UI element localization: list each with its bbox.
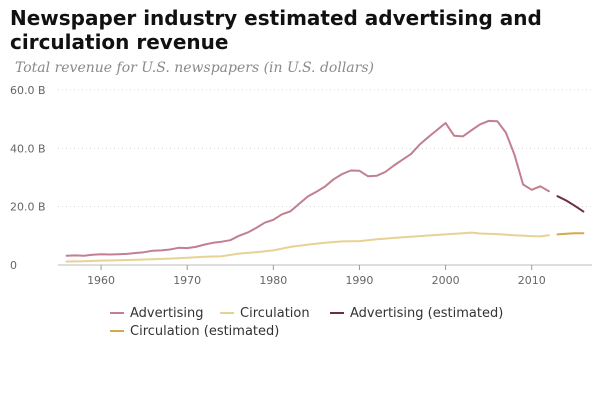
axis-layer: 0 20.0 B 40.0 B 60.0 B 1960 1970 1980 1990 2000 2… bbox=[10, 84, 546, 287]
series-line-advertising-estimated bbox=[556, 195, 585, 213]
grid-layer bbox=[58, 89, 592, 266]
x-tick-label-1: 1970 bbox=[173, 274, 201, 287]
legend-item-advertising: Advertising bbox=[110, 306, 204, 321]
legend-label-circulation: Circulation bbox=[240, 306, 310, 321]
x-tick-label-4: 2000 bbox=[432, 274, 460, 287]
y-tick-label-3: 60.0 B bbox=[10, 84, 46, 97]
legend-item-advertising-estimated: Advertising (estimated) bbox=[330, 306, 503, 321]
x-tick-label-5: 2010 bbox=[518, 274, 546, 287]
legend: Advertising Circulation Advertising (estim… bbox=[110, 306, 503, 339]
chart-title: Newspaper industry estimated advertising… bbox=[10, 6, 542, 54]
y-tick-label-2: 40.0 B bbox=[10, 142, 46, 155]
chart-subtitle: Total revenue for U.S. newspapers (in U.… bbox=[15, 60, 374, 76]
legend-label-advertising-estimated: Advertising (estimated) bbox=[350, 306, 503, 321]
series-line-circulation bbox=[65, 231, 550, 263]
y-tick-label-0: 0 bbox=[10, 259, 17, 272]
legend-item-circulation: Circulation bbox=[220, 306, 310, 321]
legend-label-advertising: Advertising bbox=[130, 306, 204, 321]
x-tick-label-0: 1960 bbox=[87, 274, 115, 287]
y-tick-label-1: 20.0 B bbox=[10, 201, 46, 214]
x-tick-label-2: 1980 bbox=[259, 274, 287, 287]
legend-label-circulation-estimated: Circulation (estimated) bbox=[130, 324, 279, 339]
series-line-advertising bbox=[65, 119, 550, 257]
x-tick-label-3: 1990 bbox=[345, 274, 373, 287]
legend-item-circulation-estimated: Circulation (estimated) bbox=[110, 324, 279, 339]
series-layer bbox=[65, 119, 585, 263]
series-line-circulation-estimated bbox=[556, 232, 585, 236]
